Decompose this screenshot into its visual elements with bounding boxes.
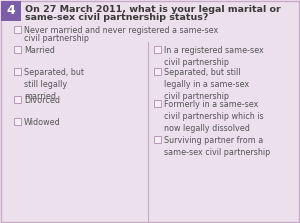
Text: same-sex civil partnership status?: same-sex civil partnership status?	[25, 13, 208, 22]
FancyBboxPatch shape	[154, 68, 161, 75]
Text: On 27 March 2011, what is your legal marital or: On 27 March 2011, what is your legal mar…	[25, 5, 281, 14]
FancyBboxPatch shape	[154, 100, 161, 107]
Text: 4: 4	[7, 4, 15, 17]
Text: Separated, but
still legally
married: Separated, but still legally married	[24, 68, 84, 101]
FancyBboxPatch shape	[154, 136, 161, 143]
Text: Widowed: Widowed	[24, 118, 61, 127]
Text: Separated, but still
legally in a same-sex
civil partnership: Separated, but still legally in a same-s…	[164, 68, 249, 101]
FancyBboxPatch shape	[14, 118, 21, 125]
FancyBboxPatch shape	[14, 68, 21, 75]
Text: Never married and never registered a same-sex: Never married and never registered a sam…	[24, 26, 218, 35]
Text: In a registered same-sex
civil partnership: In a registered same-sex civil partnersh…	[164, 46, 264, 67]
FancyBboxPatch shape	[1, 1, 21, 21]
FancyBboxPatch shape	[14, 26, 21, 33]
Text: Divorced: Divorced	[24, 96, 60, 105]
Text: Surviving partner from a
same-sex civil partnership: Surviving partner from a same-sex civil …	[164, 136, 270, 157]
Text: civil partnership: civil partnership	[24, 34, 89, 43]
FancyBboxPatch shape	[14, 46, 21, 53]
FancyBboxPatch shape	[154, 46, 161, 53]
Text: Formerly in a same-sex
civil partnership which is
now legally dissolved: Formerly in a same-sex civil partnership…	[164, 100, 264, 133]
Text: Married: Married	[24, 46, 55, 55]
FancyBboxPatch shape	[14, 96, 21, 103]
